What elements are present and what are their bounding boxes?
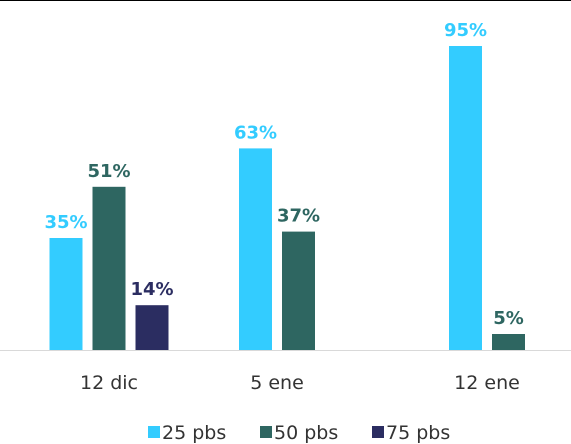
bar-12-dic-25-pbs — [49, 238, 83, 350]
legend-label-75-pbs: 75 pbs — [386, 422, 450, 444]
value-label-12-dic-25-pbs: 35% — [44, 212, 87, 233]
legend-label-50-pbs: 50 pbs — [274, 422, 338, 444]
value-label-12-ene-25-pbs: 95% — [444, 20, 487, 41]
legend-swatch-75-pbs — [372, 426, 384, 438]
bars-group — [49, 46, 525, 350]
legend: 25 pbs 50 pbs 75 pbs — [148, 422, 450, 444]
category-label-5-ene: 5 ene — [250, 372, 304, 394]
value-label-12-dic-50-pbs: 51% — [87, 161, 130, 182]
bar-12-dic-50-pbs — [92, 186, 126, 350]
legend-label-25-pbs: 25 pbs — [162, 422, 226, 444]
value-label-5-ene-50-pbs: 37% — [277, 206, 320, 227]
value-labels-group: 35% 51% 14% 63% 37% 95% 5% — [44, 20, 523, 329]
bar-12-dic-75-pbs — [135, 305, 169, 350]
legend-swatch-50-pbs — [260, 426, 272, 438]
bar-12-ene-50-pbs — [492, 334, 525, 350]
legend-swatch-25-pbs — [148, 426, 160, 438]
bar-5-ene-50-pbs — [282, 231, 315, 350]
value-label-12-ene-50-pbs: 5% — [493, 308, 524, 329]
bar-12-ene-25-pbs — [449, 46, 482, 350]
value-label-12-dic-75-pbs: 14% — [130, 279, 173, 300]
value-label-5-ene-25-pbs: 63% — [234, 122, 277, 143]
bar-5-ene-25-pbs — [239, 148, 272, 350]
category-label-12-dic: 12 dic — [80, 372, 138, 394]
category-label-12-ene: 12 ene — [454, 372, 520, 394]
category-labels-group: 12 dic 5 ene 12 ene — [80, 372, 520, 394]
